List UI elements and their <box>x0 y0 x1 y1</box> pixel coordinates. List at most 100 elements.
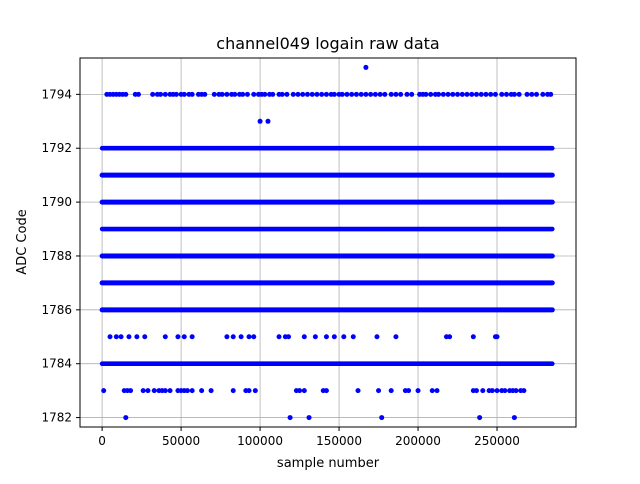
y-tick-label: 1788 <box>41 249 72 263</box>
data-point <box>339 91 345 97</box>
data-point <box>118 334 124 340</box>
data-point <box>398 91 404 97</box>
data-point <box>262 91 268 97</box>
data-point <box>350 334 356 340</box>
data-point <box>135 91 141 97</box>
data-point <box>473 91 479 97</box>
data-point <box>140 388 146 394</box>
data-point <box>181 334 187 340</box>
data-point <box>312 334 318 340</box>
data-point <box>276 334 282 340</box>
data-point <box>469 91 475 97</box>
data-point <box>473 388 479 394</box>
data-point <box>301 388 307 394</box>
data-point <box>301 334 307 340</box>
data-point <box>499 91 505 97</box>
data-point <box>513 388 519 394</box>
data-point <box>265 118 271 124</box>
y-tick-label: 1786 <box>41 303 72 317</box>
y-axis-ticks: 1782 1784 1786 1788 1790 1792 1794 <box>41 87 80 425</box>
data-point <box>300 91 306 97</box>
data-point <box>314 91 320 97</box>
data-point <box>184 388 190 394</box>
data-point <box>478 91 484 97</box>
data-point <box>447 334 453 340</box>
data-point <box>404 91 410 97</box>
data-point <box>306 415 312 421</box>
y-axis-label: ADC Code <box>15 209 30 274</box>
data-point <box>436 91 442 97</box>
data-point <box>224 334 230 340</box>
data-point <box>393 334 399 340</box>
data-point <box>459 91 465 97</box>
data-point <box>358 91 364 97</box>
data-point <box>101 388 107 394</box>
data-point <box>406 388 412 394</box>
data-point <box>142 334 148 340</box>
data-point <box>376 388 382 394</box>
data-point <box>173 91 179 97</box>
y-tick-label: 1782 <box>41 411 72 425</box>
data-point <box>297 388 303 394</box>
data-point <box>388 91 394 97</box>
data-point <box>211 91 217 97</box>
data-point <box>494 334 500 340</box>
data-point <box>270 91 276 97</box>
x-axis-label: sample number <box>277 456 380 471</box>
data-point <box>393 91 399 97</box>
data-point <box>548 91 554 97</box>
data-point <box>252 388 258 394</box>
data-point <box>145 388 151 394</box>
data-point <box>219 91 225 97</box>
data-point <box>240 91 246 97</box>
y-tick-label: 1784 <box>41 357 72 371</box>
x-tick-label: 200000 <box>395 434 441 448</box>
data-point <box>113 334 119 340</box>
data-point <box>123 415 129 421</box>
data-point <box>540 91 546 97</box>
data-point <box>230 334 236 340</box>
data-points <box>99 64 555 421</box>
data-point <box>123 91 129 97</box>
data-point <box>511 415 517 421</box>
data-point <box>492 91 498 97</box>
x-tick-label: 100000 <box>237 434 283 448</box>
data-point <box>488 91 494 97</box>
data-point <box>516 91 522 97</box>
data-point <box>251 91 257 97</box>
data-point <box>309 91 315 97</box>
data-point <box>290 91 296 97</box>
data-point <box>409 91 415 97</box>
data-point <box>323 388 329 394</box>
data-point <box>503 91 509 97</box>
y-tick-label: 1794 <box>41 87 72 101</box>
data-point <box>189 91 195 97</box>
data-point <box>429 388 435 394</box>
data-point <box>181 91 187 97</box>
data-point <box>150 91 156 97</box>
data-point <box>246 334 252 340</box>
x-tick-label: 0 <box>98 434 106 448</box>
data-point <box>455 91 461 97</box>
data-point <box>440 91 446 97</box>
x-axis-ticks: 0 50000 100000 150000 200000 250000 <box>98 427 520 448</box>
y-tick-label: 1792 <box>41 141 72 155</box>
data-point <box>344 91 350 97</box>
data-point <box>363 64 369 70</box>
x-tick-label: 250000 <box>474 434 520 448</box>
data-point <box>257 118 263 124</box>
data-point <box>238 334 244 340</box>
data-point <box>126 334 132 340</box>
data-point <box>199 388 205 394</box>
data-point <box>445 91 451 97</box>
data-point <box>341 334 347 340</box>
data-point <box>372 91 378 97</box>
data-point <box>377 91 383 97</box>
data-point <box>363 91 369 97</box>
data-point <box>529 91 535 97</box>
data-point <box>355 388 361 394</box>
data-point <box>189 334 195 340</box>
data-point <box>331 91 337 97</box>
data-point <box>382 91 388 97</box>
